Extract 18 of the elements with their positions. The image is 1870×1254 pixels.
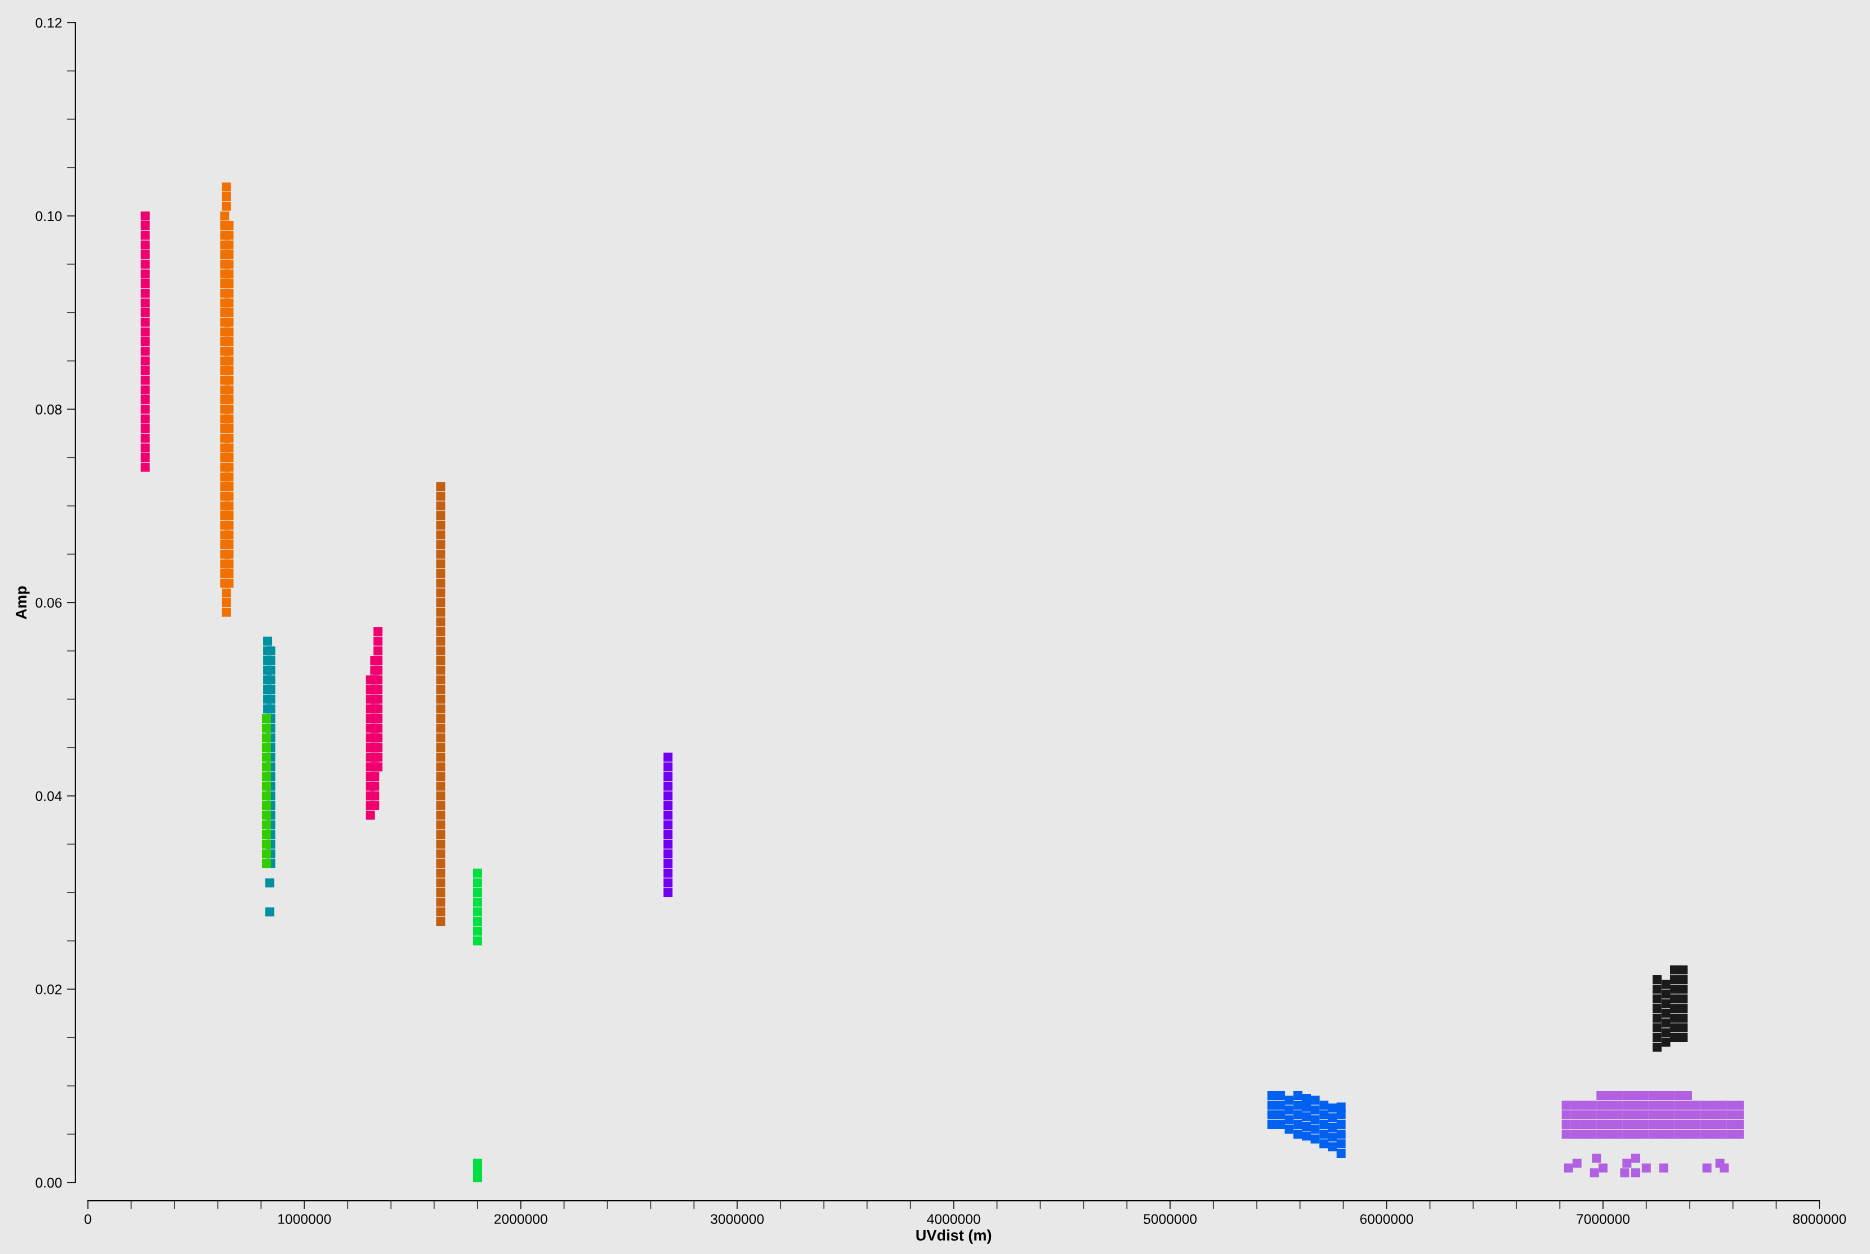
x-axis-title: UVdist (m) [916, 1229, 992, 1244]
y-tick-label: 0.00 [35, 1177, 62, 1188]
y-axis-title: Amp [15, 586, 30, 620]
y-tick-label: 0.04 [35, 791, 62, 802]
x-tick-label: 4000000 [926, 1214, 981, 1224]
y-tick-label: 0.12 [35, 17, 62, 28]
x-tick-label: 3000000 [710, 1214, 764, 1224]
x-tick-label: 6000000 [1360, 1214, 1414, 1224]
x-tick-label: 1000000 [278, 1214, 331, 1224]
y-tick-label: 0.02 [35, 984, 62, 995]
x-tick-label: 2000000 [494, 1214, 548, 1224]
x-tick-label: 0 [84, 1214, 92, 1224]
y-tick-label: 0.10 [35, 211, 62, 222]
x-tick-label: 8000000 [1793, 1214, 1846, 1224]
y-tick-label: 0.06 [35, 597, 62, 608]
x-tick-label: 5000000 [1143, 1214, 1197, 1224]
y-tick-label: 0.08 [35, 404, 62, 415]
x-tick-label: 7000000 [1576, 1214, 1630, 1224]
